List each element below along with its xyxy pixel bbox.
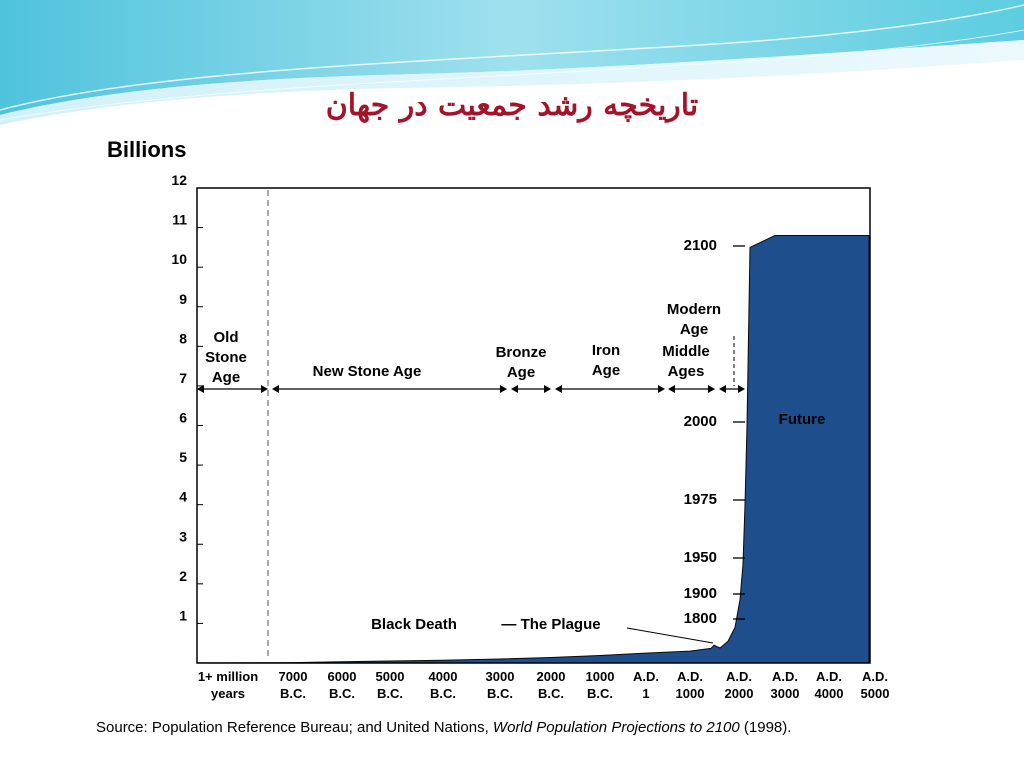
era-arrow-right (261, 385, 268, 393)
source-title: World Population Projections to 2100 (492, 719, 740, 736)
y-tick-label: 2 (179, 568, 187, 584)
y-tick-label: 8 (179, 330, 187, 346)
x-tick-label: 3000 B.C. (486, 669, 515, 701)
y-tick-label: 5 (179, 449, 187, 465)
year-marker-label: 1800 (684, 610, 717, 627)
x-tick-label: 1+ million years (198, 669, 258, 701)
era-arrow-right (544, 385, 551, 393)
era-arrow-left (555, 385, 562, 393)
y-tick-label: 10 (171, 251, 187, 267)
era-label: New Stone Age (313, 363, 422, 380)
plague-pointer-line (626, 627, 714, 644)
source-prefix: Source: Population Reference Bureau; and… (96, 719, 493, 736)
year-marker-label: 2000 (684, 413, 717, 430)
y-tick-label: 6 (179, 410, 187, 426)
era-label: Bronze Age (496, 344, 547, 381)
x-tick-label: 5000 B.C. (376, 669, 405, 701)
x-tick-label: A.D. 4000 (815, 669, 844, 701)
era-arrow-right (500, 385, 507, 393)
era-label: Modern Age (667, 301, 721, 338)
x-tick-label: A.D. 2000 (725, 669, 754, 701)
x-tick-label: A.D. 5000 (861, 669, 890, 701)
era-arrow-left (197, 385, 204, 393)
x-tick-label: A.D. 1000 (676, 669, 705, 701)
era-arrow-left (272, 385, 279, 393)
header-swoosh-decoration (0, 0, 1024, 125)
black-death-label: Black Death (371, 616, 457, 633)
y-tick-label: 11 (172, 212, 187, 228)
y-tick-label: 12 (171, 172, 187, 188)
era-label: Old Stone Age (205, 329, 247, 386)
source-note: Source: Population Reference Bureau; and… (96, 719, 791, 736)
era-label: Iron Age (592, 342, 620, 379)
year-marker-label: 1975 (684, 491, 717, 508)
era-arrow-right (708, 385, 715, 393)
era-arrow-right (738, 385, 745, 393)
year-marker-label: 1950 (684, 549, 717, 566)
y-axis-unit-label: Billions (107, 137, 187, 162)
slide-title: تاریخچه رشد جمعیت در جهان (325, 88, 699, 123)
y-tick-label: 9 (179, 291, 187, 307)
x-tick-label: 7000 B.C. (279, 669, 308, 701)
x-tick-label: 4000 B.C. (429, 669, 458, 701)
x-tick-label: A.D. 3000 (771, 669, 800, 701)
future-label: Future (779, 411, 826, 428)
era-arrow-left (511, 385, 518, 393)
y-tick-label: 4 (179, 489, 187, 505)
population-area (196, 235, 870, 664)
year-marker-label: 2100 (684, 237, 717, 254)
x-tick-label: 2000 B.C. (537, 669, 566, 701)
y-tick-label: 1 (179, 607, 187, 623)
era-label: Middle Ages (662, 343, 710, 380)
y-tick-label: 7 (179, 370, 187, 386)
y-tick-label: 3 (179, 528, 187, 544)
era-arrow-left (719, 385, 726, 393)
x-tick-label: 6000 B.C. (328, 669, 357, 701)
x-tick-label: 1000 B.C. (586, 669, 615, 701)
plague-label: — The Plague (501, 616, 600, 633)
era-arrow-left (668, 385, 675, 393)
x-tick-label: A.D. 1 (633, 669, 659, 701)
source-suffix: (1998). (739, 719, 792, 736)
era-arrow-right (658, 385, 665, 393)
year-marker-label: 1900 (684, 585, 717, 602)
